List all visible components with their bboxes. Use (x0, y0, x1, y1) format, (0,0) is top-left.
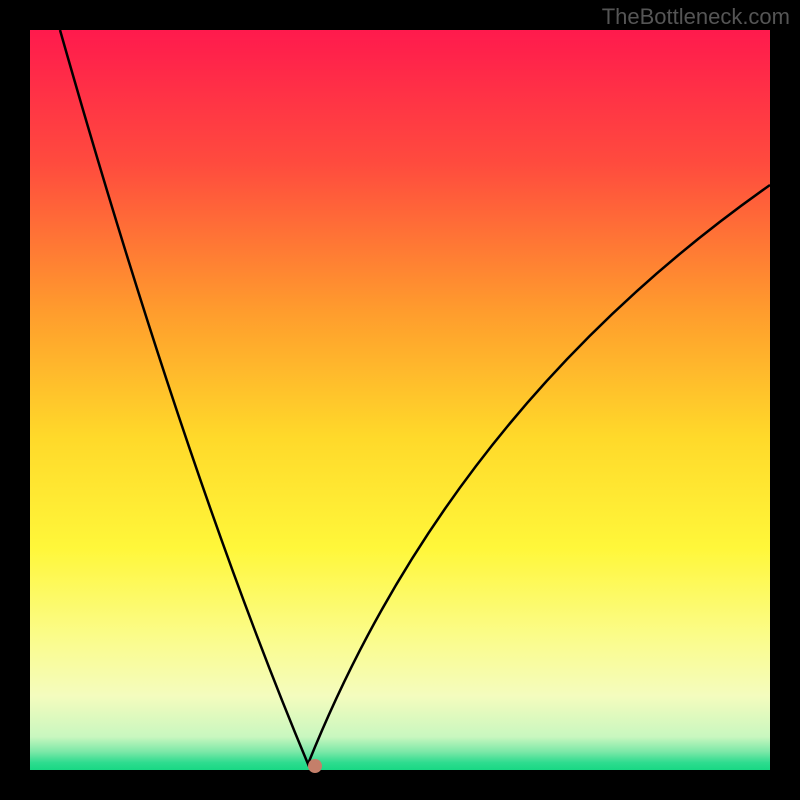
bottleneck-curve (30, 30, 770, 770)
watermark-text: TheBottleneck.com (602, 4, 790, 30)
plot-area (30, 30, 770, 770)
vertex-marker (308, 759, 322, 773)
curve-path (60, 30, 770, 764)
